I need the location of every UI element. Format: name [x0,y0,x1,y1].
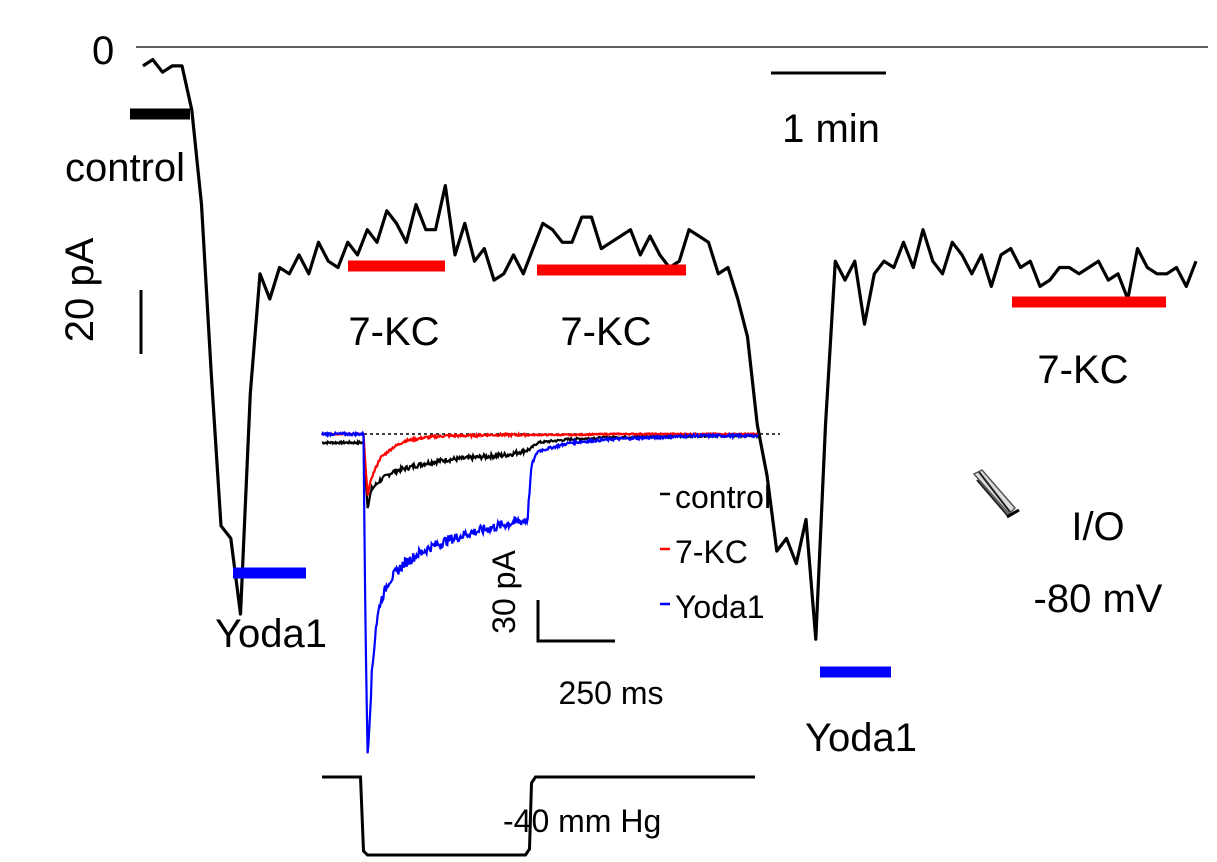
zero-label: 0 [92,29,114,73]
inset-time-scale-label: 250 ms [559,675,664,711]
7kc-application-label-3: 7-KC [1037,348,1128,392]
pressure-stimulus-trace [322,775,755,857]
inset-trace-yoda1 [320,430,759,754]
inset-scale-bars [536,600,615,643]
config-mode-label: I/O [1071,505,1124,549]
amplitude-scale-label: 20 pA [58,237,102,342]
patch-pipette-icon [972,469,1020,519]
control-application-label: control [65,146,185,190]
holding-voltage-label: -80 mV [1034,577,1163,621]
pressure-stimulus-label: -40 mm Hg [503,803,661,839]
time-scale-label: 1 min [782,107,880,151]
yoda1-application-label-2: Yoda1 [805,716,917,760]
7kc-application-label-2: 7-KC [560,310,651,354]
legend-label-control: control [675,479,771,515]
legend-label-yoda1: Yoda1 [675,589,765,625]
7kc-application-label-1: 7-KC [348,310,439,354]
legend-label-7kc: 7-KC [675,534,748,570]
inset-panel: control 7-KC Yoda1 30 pA 250 ms -40 mm H… [320,430,780,857]
yoda1-application-label-1: Yoda1 [215,612,327,656]
inset-current-scale-label: 30 pA [486,550,522,634]
